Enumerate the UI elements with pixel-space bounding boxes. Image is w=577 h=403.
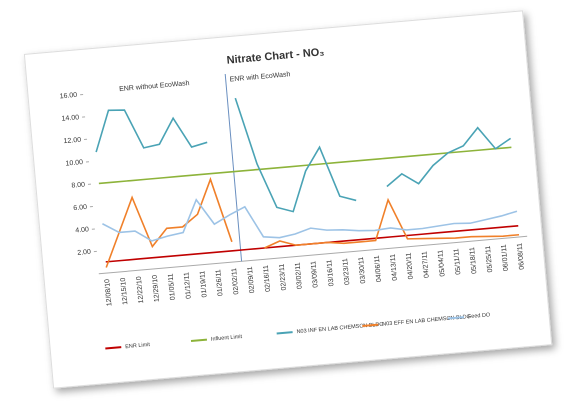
paper-sheet bbox=[23, 10, 553, 389]
x-tick-label: 02/23/11 bbox=[279, 263, 288, 290]
y-tick-label: 12.00 bbox=[63, 137, 81, 146]
y-tick-label: 10.00 bbox=[65, 159, 83, 168]
x-tick-label: 02/09/11 bbox=[247, 266, 256, 293]
x-tick-label: 05/25/11 bbox=[485, 245, 494, 272]
x-tick-label: 01/12/11 bbox=[183, 272, 192, 299]
x-tick-label: 12/15/10 bbox=[120, 277, 129, 305]
y-tick-label: 2.00 bbox=[77, 249, 91, 257]
legend-swatch bbox=[362, 323, 379, 327]
y-tick-label: 6.00 bbox=[73, 204, 87, 212]
series-line bbox=[234, 97, 357, 213]
x-tick-label: 05/18/11 bbox=[469, 247, 478, 274]
y-tick-label: 14.00 bbox=[61, 114, 79, 123]
x-tick-label: 03/02/11 bbox=[294, 262, 303, 289]
x-tick-label: 03/09/11 bbox=[310, 261, 319, 288]
y-tick-label: 16.00 bbox=[59, 92, 77, 101]
x-tick-label: 12/22/10 bbox=[136, 276, 145, 304]
legend-swatch bbox=[447, 316, 465, 320]
y-tick-label: 8.00 bbox=[71, 181, 85, 189]
legend-swatch bbox=[105, 346, 122, 350]
series-line bbox=[98, 146, 512, 185]
series-line bbox=[105, 176, 233, 268]
paper: Nitrate Chart - NO₃ 2.004.006.008.0010.0… bbox=[23, 10, 553, 389]
x-tick-label: 12/08/10 bbox=[104, 279, 113, 307]
x-tick-label: 05/11/11 bbox=[453, 248, 462, 275]
series-line bbox=[102, 198, 518, 242]
x-tick-label: 12/29/10 bbox=[152, 274, 161, 302]
x-tick-label: 02/16/11 bbox=[263, 265, 272, 292]
plot-frame bbox=[98, 235, 528, 275]
x-tick-label: 01/26/11 bbox=[215, 269, 224, 296]
x-tick-label: 04/27/11 bbox=[421, 251, 430, 278]
y-tick-label: 4.00 bbox=[75, 226, 89, 234]
x-tick-label: 04/06/11 bbox=[374, 255, 383, 282]
x-tick-label: 04/20/11 bbox=[406, 252, 415, 279]
x-tick-label: 04/13/11 bbox=[390, 254, 399, 281]
series-line bbox=[95, 109, 208, 153]
x-tick-label: 01/05/11 bbox=[168, 273, 177, 300]
series-line bbox=[386, 126, 512, 188]
legend-label: ENR Limit bbox=[125, 342, 151, 350]
x-tick-label: 06/08/11 bbox=[517, 243, 526, 270]
x-tick-label: 03/16/11 bbox=[326, 259, 335, 286]
series-line bbox=[264, 197, 520, 249]
legend-swatch bbox=[276, 331, 293, 335]
period-divider bbox=[224, 73, 243, 262]
x-tick-label: 01/19/11 bbox=[199, 270, 208, 297]
x-tick-label: 05/04/11 bbox=[437, 249, 446, 276]
legend-label: Feed DO bbox=[468, 312, 491, 320]
x-tick-label: 03/30/11 bbox=[358, 256, 367, 283]
legend-label: Influent Limit bbox=[211, 334, 243, 343]
legend-swatch bbox=[190, 338, 208, 342]
x-tick-label: 02/02/11 bbox=[231, 268, 240, 295]
x-tick-label: 06/01/11 bbox=[501, 244, 510, 271]
x-tick-label: 03/23/11 bbox=[342, 258, 351, 285]
